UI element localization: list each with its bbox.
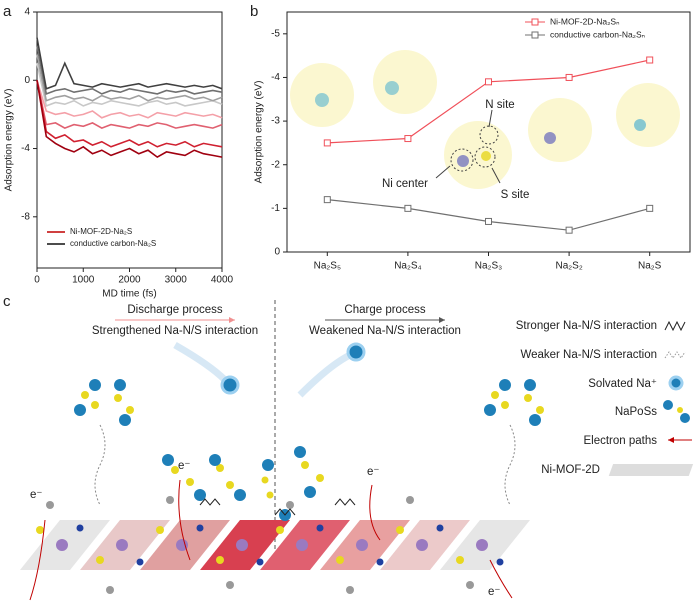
y-tick-label: 0: [274, 247, 280, 258]
x-tick-label: Na₂S: [638, 261, 662, 272]
x-tick-label: Na₂S₅: [314, 261, 341, 272]
trace: [36, 54, 223, 102]
trace: [36, 80, 223, 119]
marker: [565, 226, 573, 234]
napss-clusters: [74, 379, 544, 521]
y-tick-label: -5: [271, 28, 280, 39]
trace: [36, 80, 223, 159]
legend-label: Stronger Na-N/S interaction: [516, 320, 657, 332]
marker: [404, 135, 412, 143]
electron-label: e⁻: [30, 489, 42, 501]
y-tick-label: -4: [271, 72, 280, 83]
process-subtitle: Weakened Na-N/S interaction: [309, 325, 461, 337]
panel-label: a: [3, 3, 12, 20]
trace: [36, 80, 223, 129]
process-subtitle: Strengthened Na-N/S interaction: [92, 325, 258, 337]
marker: [485, 217, 492, 225]
legend-label: conductive carbon-Na₂S: [70, 239, 156, 248]
y-axis-label: Adsorption energy (eV): [254, 81, 265, 184]
y-axis-label: Adsorption energy (eV): [4, 89, 15, 192]
legend-label: NaPoSs: [615, 406, 657, 418]
y-tick-label: 0: [24, 75, 30, 86]
legend-label: Ni-MOF-2D-Na₂Sₙ: [550, 16, 620, 26]
x-tick-label: Na₂S₂: [555, 261, 582, 272]
panel-label: c: [3, 293, 11, 310]
marker: [323, 196, 331, 204]
marker: [485, 78, 492, 86]
trace: [36, 63, 223, 107]
legend-label: Ni-MOF-2D-Na₂S: [70, 227, 132, 236]
y-tick-label: -2: [271, 159, 280, 170]
process-title: Charge process: [344, 304, 425, 316]
x-tick-label: 3000: [165, 275, 188, 286]
x-tick-label: Na₂S₃: [475, 261, 502, 272]
y-tick-label: 4: [24, 7, 30, 18]
y-tick-label: -4: [21, 143, 30, 154]
x-tick-label: 0: [34, 275, 40, 286]
legend-label: Weaker Na-N/S interaction: [520, 349, 657, 361]
marker: [565, 73, 573, 81]
y-tick-label: -3: [271, 116, 280, 127]
trace: [36, 80, 223, 148]
legend-marker: [531, 18, 539, 26]
marker: [646, 56, 654, 64]
annotation: Ni center: [382, 178, 428, 190]
y-tick-label: -8: [21, 211, 30, 222]
trace: [36, 45, 223, 95]
x-tick-label: 4000: [211, 275, 234, 286]
electron-label: e⁻: [488, 586, 500, 598]
trace: [36, 37, 223, 90]
panel-label: b: [250, 3, 258, 20]
legend-label: conductive carbon-Na₂Sₙ: [550, 29, 646, 39]
annotation: N site: [485, 99, 514, 111]
series-line: [327, 199, 650, 231]
process-title: Discharge process: [127, 304, 222, 316]
marker: [404, 204, 412, 212]
x-tick-label: 1000: [72, 275, 95, 286]
diagram-c: [20, 300, 694, 601]
annotation: S site: [501, 189, 530, 201]
electron-paths: [29, 479, 513, 601]
solvated-na: [173, 341, 366, 398]
legend-label: Electron paths: [583, 435, 657, 447]
y-tick-label: -1: [271, 203, 280, 214]
legend-label: Solvated Na⁺: [588, 378, 657, 390]
x-tick-label: Na₂S₄: [394, 261, 421, 272]
legend-label: Ni-MOF-2D: [541, 464, 600, 476]
x-axis-label: MD time (fs): [102, 289, 156, 300]
electron-label: e⁻: [178, 460, 190, 472]
molecule-illustrations: [290, 50, 680, 189]
x-tick-label: 2000: [118, 275, 141, 286]
marker: [323, 139, 331, 147]
legend-icons: [608, 320, 694, 476]
electron-label: e⁻: [367, 466, 379, 478]
legend-marker: [531, 31, 539, 39]
marker: [646, 204, 654, 212]
